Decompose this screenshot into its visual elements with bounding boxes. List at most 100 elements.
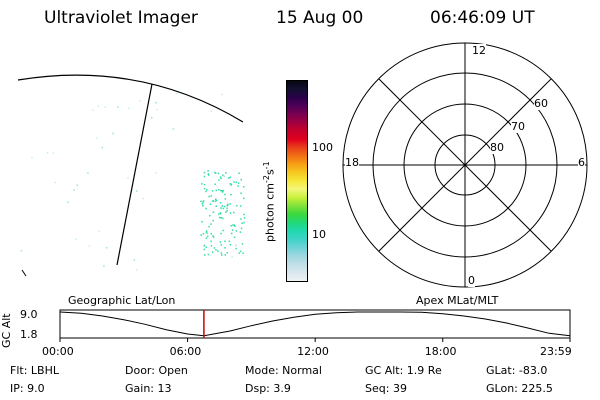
speckle [212, 235, 214, 237]
speckle [210, 245, 213, 247]
apex-caption: Apex MLat/MLT [416, 294, 499, 307]
speckle [241, 222, 243, 225]
info-seq: Seq: 39 [365, 382, 407, 395]
speckle [226, 204, 228, 207]
info-value: LBHL [27, 364, 59, 377]
speckle [230, 193, 232, 196]
speckle [104, 106, 106, 108]
speckle [73, 189, 75, 191]
speckle [238, 172, 240, 174]
speckle [235, 247, 237, 250]
speckle [88, 245, 91, 247]
speckle [215, 205, 217, 207]
speckle [215, 198, 217, 200]
info-label: Door: [125, 364, 155, 377]
earth-limb-arc [17, 74, 244, 123]
speckle [220, 177, 222, 180]
mlt-label-0: 0 [468, 274, 475, 287]
speckle [228, 177, 230, 179]
speckle [205, 230, 208, 232]
speckle [136, 190, 138, 192]
speckle [206, 231, 208, 233]
speckle [128, 107, 130, 110]
speckle [151, 117, 153, 119]
speckle [46, 151, 49, 154]
info-value: Open [154, 364, 188, 377]
speckle [243, 197, 245, 200]
instrument-title: Ultraviolet Imager [44, 8, 198, 28]
speckle [211, 190, 214, 192]
info-label: Mode: [245, 364, 279, 377]
speckle [229, 203, 231, 205]
speckle [220, 232, 222, 235]
colorbar-tick-100: 100 [312, 141, 333, 154]
speckle [239, 231, 242, 233]
speckle [208, 195, 210, 198]
speckle [101, 146, 103, 149]
speckle [220, 207, 222, 209]
info-value: 225.5 [517, 382, 553, 395]
info-dsp: Dsp: 3.9 [245, 382, 291, 395]
x-tick-label: 06:00 [169, 345, 202, 358]
speckle [229, 212, 232, 214]
speckle [233, 236, 236, 238]
speckle [223, 205, 226, 208]
speckle [20, 249, 23, 252]
speckle [200, 234, 202, 236]
speckle [218, 189, 220, 191]
speckle [209, 214, 211, 217]
info-label: GC Alt: [365, 364, 404, 377]
x-tick-label: 18:00 [424, 345, 457, 358]
info-value: Normal [278, 364, 322, 377]
speckle [221, 190, 223, 192]
speckle [203, 248, 206, 251]
speckle [112, 132, 114, 135]
speckle [240, 192, 242, 194]
speckle [226, 252, 228, 254]
speckle [52, 152, 54, 154]
speckle [219, 202, 222, 204]
speckle [243, 186, 245, 188]
speckle [230, 184, 232, 186]
speckle [242, 252, 244, 254]
speckle [233, 211, 235, 214]
speckle [229, 243, 232, 246]
speckle [236, 205, 238, 207]
speckle [230, 232, 233, 235]
lat-label-80: 80 [490, 141, 504, 154]
speckle [212, 211, 215, 213]
info-gain: Gain: 13 [125, 382, 172, 395]
speckle [200, 200, 202, 203]
speckle [67, 201, 69, 203]
speckle [239, 205, 242, 207]
x-tick-label: 23:59 [540, 345, 572, 358]
info-gcalt: GC Alt: 1.9 Re [365, 364, 442, 377]
speckle [243, 221, 245, 224]
speckle [237, 182, 240, 184]
speckle [155, 102, 157, 104]
speckle [155, 172, 157, 174]
speckle [220, 252, 223, 254]
speckle [217, 172, 220, 175]
speckle [227, 203, 229, 206]
speckle [224, 247, 226, 249]
speckle [235, 244, 237, 247]
speckle [231, 256, 233, 258]
speckle [138, 100, 141, 102]
speckle [92, 109, 94, 111]
speckle [87, 172, 89, 174]
speckle [142, 197, 144, 200]
speckle [241, 243, 244, 245]
speckle [210, 240, 212, 243]
speckle [225, 172, 227, 174]
speckle [229, 176, 232, 178]
speckle [203, 244, 205, 247]
speckle [208, 225, 210, 228]
speckle [212, 219, 214, 222]
colorbar-tick-10: 10 [312, 228, 326, 241]
speckle [201, 221, 203, 223]
speckle [219, 212, 222, 214]
speckle [136, 269, 138, 271]
